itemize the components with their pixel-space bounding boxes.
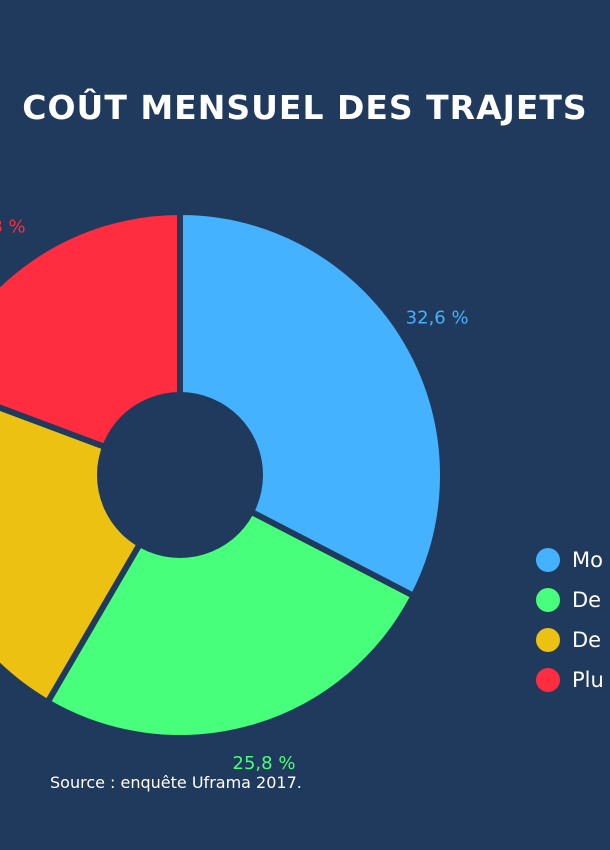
slice-label-2: 25,8 % (233, 753, 296, 774)
legend-marker-4 (536, 668, 560, 692)
legend-marker-1 (536, 548, 560, 572)
legend-marker-2 (536, 588, 560, 612)
slice-label-4: 3 % (0, 217, 26, 238)
legend-label-1: Mo (572, 548, 603, 572)
donut-slice-2 (44, 472, 417, 741)
chart-title: COÛT MENSUEL DES TRAJETS (22, 88, 588, 127)
legend: Mo De De Plu (536, 548, 604, 692)
legend-marker-3 (536, 628, 560, 652)
slice-labels: 32,6 % 25,8 % 3 % (0, 217, 469, 774)
legend-label-3: De (572, 628, 601, 652)
source-note: Source : enquête Uframa 2017. (50, 773, 302, 792)
legend-label-4: Plu (572, 668, 604, 692)
donut-hole (97, 392, 263, 558)
slice-label-1: 32,6 % (406, 308, 469, 329)
legend-label-2: De (572, 588, 601, 612)
